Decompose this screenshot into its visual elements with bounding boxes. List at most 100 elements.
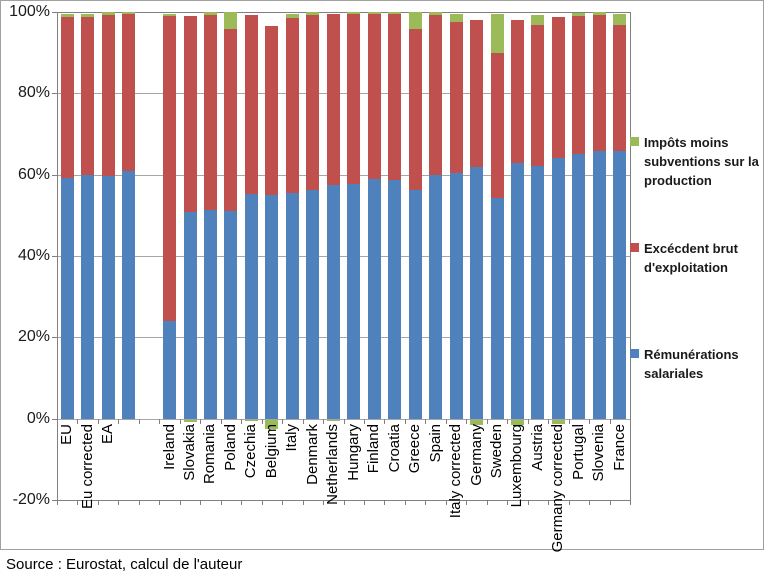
bar-segment-excedent[interactable] <box>244 14 258 195</box>
bar-segment-remunerations[interactable] <box>592 150 606 419</box>
bar-segment-excedent[interactable] <box>60 17 74 178</box>
x-axis-tick-bottom <box>486 500 488 505</box>
y-axis-label: 80% <box>17 84 50 102</box>
bar-segment-excedent[interactable] <box>265 25 279 195</box>
bar-segment-remunerations[interactable] <box>265 195 279 419</box>
bar-segment-impots[interactable] <box>613 14 627 25</box>
bar-segment-remunerations[interactable] <box>101 176 115 419</box>
bar-segment-impots[interactable] <box>326 419 340 422</box>
bar-segment-impots[interactable] <box>470 419 483 425</box>
x-axis-tick-bottom <box>343 500 345 505</box>
bar-segment-excedent[interactable] <box>347 13 361 185</box>
bar-segment-impots[interactable] <box>592 12 606 16</box>
bar-segment-excedent[interactable] <box>572 16 586 154</box>
bar-segment-remunerations[interactable] <box>429 175 443 419</box>
bar-segment-impots[interactable] <box>204 12 217 15</box>
y-axis-tick <box>52 418 57 420</box>
bar-segment-remunerations[interactable] <box>347 184 361 419</box>
category-label: Sweden <box>487 423 505 478</box>
bar-segment-impots[interactable] <box>510 419 524 425</box>
bar-segment-excedent[interactable] <box>613 24 627 152</box>
bar-segment-impots[interactable] <box>122 12 136 15</box>
bar-segment-impots[interactable] <box>244 419 258 421</box>
bar-segment-excedent[interactable] <box>224 28 238 212</box>
bar-segment-impots[interactable] <box>101 12 115 15</box>
bar-segment-excedent[interactable] <box>429 15 443 176</box>
legend-item[interactable]: Impôts moins subventions sur la producti… <box>630 133 766 193</box>
bar-segment-excedent[interactable] <box>183 16 197 213</box>
legend-item[interactable]: Excécdent brut d'exploitation <box>630 239 766 299</box>
bar-segment-impots[interactable] <box>183 419 197 422</box>
bar-segment-remunerations[interactable] <box>531 166 545 419</box>
bar-segment-impots[interactable] <box>367 12 381 15</box>
bar-segment-remunerations[interactable] <box>490 198 504 419</box>
bar-segment-excedent[interactable] <box>122 14 136 171</box>
bar-segment-remunerations[interactable] <box>285 193 299 419</box>
bar-segment-impots[interactable] <box>306 12 320 16</box>
bar-segment-remunerations[interactable] <box>613 151 627 419</box>
bar-segment-remunerations[interactable] <box>408 189 422 419</box>
bar-segment-remunerations[interactable] <box>81 174 95 419</box>
bar-segment-excedent[interactable] <box>510 20 524 164</box>
bar-segment-remunerations[interactable] <box>306 190 320 419</box>
bar-segment-impots[interactable] <box>347 12 361 14</box>
bar-segment-impots[interactable] <box>429 12 443 16</box>
bar-segment-remunerations[interactable] <box>183 212 197 419</box>
bar-segment-excedent[interactable] <box>204 14 217 211</box>
legend-item[interactable]: Rémunérations salariales <box>630 345 766 405</box>
category-label: Greece <box>406 423 424 473</box>
bar-segment-remunerations[interactable] <box>204 210 217 419</box>
bar-segment-remunerations[interactable] <box>388 179 402 419</box>
bar-segment-remunerations[interactable] <box>551 157 565 419</box>
bar-segment-excedent[interactable] <box>490 53 504 199</box>
bar-segment-excedent[interactable] <box>326 14 340 186</box>
bar-segment-impots[interactable] <box>388 12 402 15</box>
bar-segment-impots[interactable] <box>531 15 545 25</box>
bar-segment-impots[interactable] <box>163 13 177 17</box>
x-axis-tick <box>302 418 304 424</box>
bar-segment-excedent[interactable] <box>285 17 299 194</box>
x-axis-tick-bottom <box>159 500 161 505</box>
bar-segment-remunerations[interactable] <box>572 153 586 419</box>
bar-segment-excedent[interactable] <box>592 15 606 151</box>
category-label: Spain <box>426 423 444 463</box>
bar-segment-impots[interactable] <box>81 14 95 17</box>
bar-segment-remunerations[interactable] <box>510 163 524 419</box>
bar-segment-impots[interactable] <box>285 13 299 18</box>
bar-segment-impots[interactable] <box>449 14 463 22</box>
bar-segment-excedent[interactable] <box>531 24 545 167</box>
bar-segment-remunerations[interactable] <box>60 177 74 419</box>
bar-segment-impots[interactable] <box>572 12 586 17</box>
bar-segment-impots[interactable] <box>224 12 238 29</box>
bar-segment-excedent[interactable] <box>101 14 115 177</box>
x-axis-tick <box>200 418 202 424</box>
bar-segment-excedent[interactable] <box>470 20 483 168</box>
x-axis-tick <box>241 418 243 424</box>
bar-segment-excedent[interactable] <box>388 14 402 180</box>
x-axis-tick-bottom <box>220 500 222 505</box>
bar-segment-impots[interactable] <box>265 419 279 429</box>
bar-segment-excedent[interactable] <box>81 16 95 175</box>
bar-segment-remunerations[interactable] <box>367 178 381 419</box>
bar-segment-remunerations[interactable] <box>163 321 177 419</box>
plot-border-right <box>630 12 631 501</box>
x-axis-tick <box>138 418 140 424</box>
bar-segment-impots[interactable] <box>490 13 504 54</box>
bar-segment-excedent[interactable] <box>551 16 565 158</box>
bar-segment-remunerations[interactable] <box>326 185 340 419</box>
bar-segment-impots[interactable] <box>551 419 565 424</box>
bar-segment-impots[interactable] <box>408 12 422 29</box>
x-axis-tick-bottom <box>200 500 202 505</box>
bar-segment-remunerations[interactable] <box>244 194 258 419</box>
bar-segment-excedent[interactable] <box>306 15 320 191</box>
bar-segment-remunerations[interactable] <box>224 211 238 419</box>
bar-segment-remunerations[interactable] <box>470 167 483 419</box>
x-axis-tick-bottom <box>568 500 570 505</box>
bar-segment-impots[interactable] <box>60 14 74 18</box>
bar-segment-excedent[interactable] <box>163 16 177 322</box>
bar-segment-excedent[interactable] <box>449 21 463 173</box>
bar-segment-excedent[interactable] <box>367 14 381 179</box>
bar-segment-remunerations[interactable] <box>122 170 136 419</box>
bar-segment-excedent[interactable] <box>408 28 422 190</box>
bar-segment-remunerations[interactable] <box>449 172 463 419</box>
